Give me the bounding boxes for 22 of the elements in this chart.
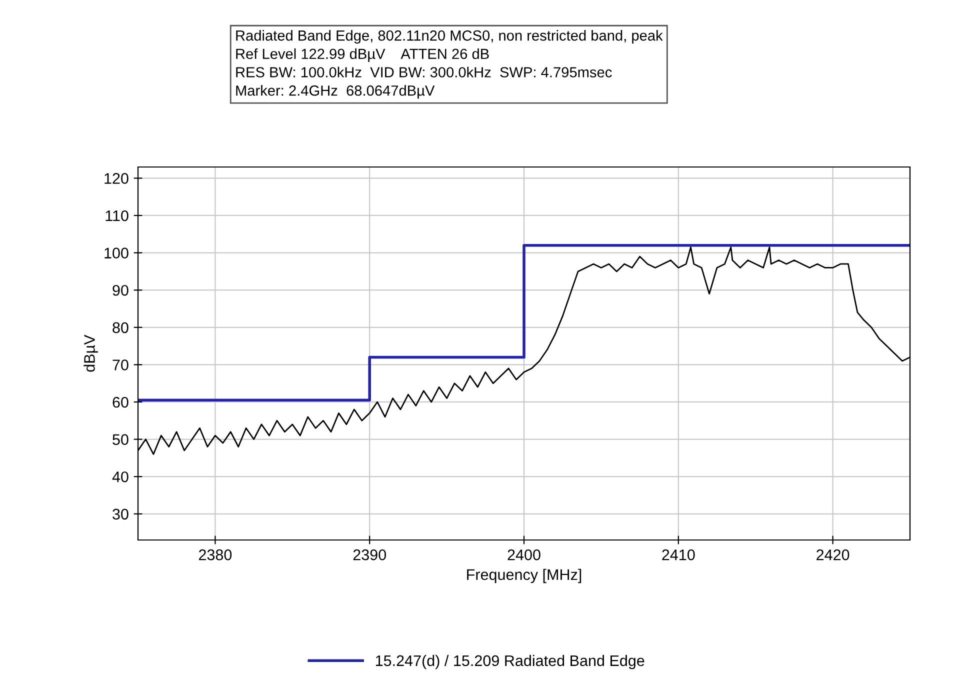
y-tick-label: 60: [112, 396, 128, 408]
x-tick-label: 2420: [816, 549, 850, 560]
y-tick-label: 110: [106, 210, 128, 222]
text: Ref Level 122.99 dBµV ATTEN 26 dB: [236, 48, 489, 62]
x-tick-label: 2400: [508, 549, 540, 560]
x-tick-label: 2390: [353, 549, 386, 560]
text: RES BW: 100.0kHz VID BW: 300.0kHz SWP: 4.795msec: [236, 66, 612, 78]
y-tick-label: 120: [104, 173, 128, 184]
y-tick-label: 80: [112, 322, 128, 334]
x-tick-label: 2410: [662, 549, 695, 560]
y-tick-label: 50: [112, 434, 128, 445]
x-tick-label: 2380: [198, 549, 232, 560]
chart-title: Radiated Band Edge, 802.11n20 MCS0, non restricted band, peak: [236, 30, 663, 44]
y-tick-label: 90: [112, 284, 128, 296]
y-tick-label: 70: [112, 360, 128, 370]
y-tick-label: 30: [112, 508, 128, 520]
text: Marker: 2.4GHz 68.0647dBµV: [236, 85, 435, 99]
legend-label: 15.247(d) / 15.209 Radiated Band Edge: [376, 654, 644, 670]
y-axis-title: dBµV: [84, 334, 98, 372]
y-tick-label: 40: [112, 471, 128, 482]
x-axis-title: Frequency [MHz]: [467, 568, 582, 584]
y-tick-label: 100: [104, 248, 128, 258]
